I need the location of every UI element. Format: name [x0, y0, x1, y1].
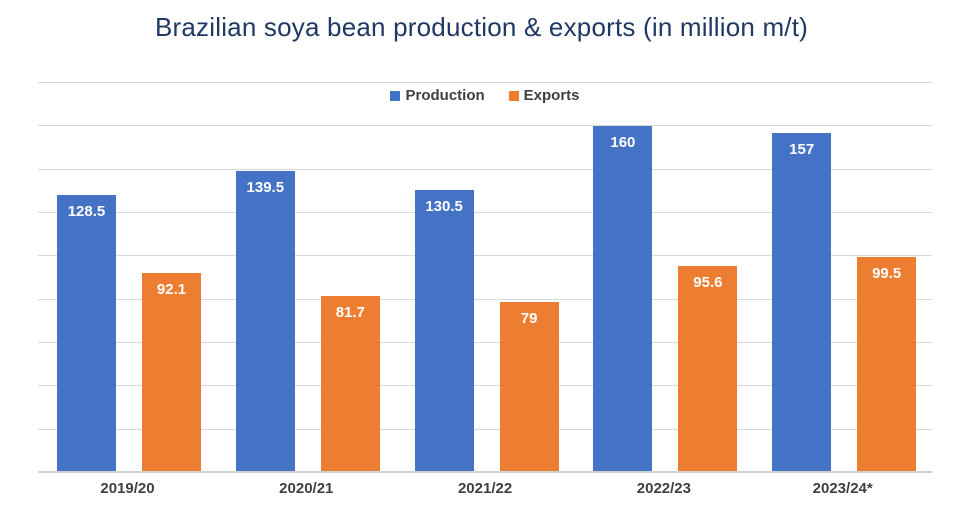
- bar-value-exports-2023-24: 99.5: [872, 265, 902, 283]
- bar-exports-2020-21: 81.7: [320, 295, 380, 473]
- legend-item-production: Production: [390, 87, 485, 104]
- gridline-120: [38, 212, 932, 214]
- x-axis-label-2021-22: 2021/22: [457, 480, 513, 497]
- bar-production-2019-20: 128.5: [57, 194, 116, 473]
- bar-production-2022-23: 160: [593, 126, 653, 473]
- bar-production-2023-24: 157: [772, 132, 832, 473]
- gridline-80: [38, 298, 932, 300]
- gridline-140: [38, 168, 932, 170]
- x-axis-label-2023-24: 2023/24*: [812, 480, 873, 497]
- bars-layer: 128.5 92.1 139.5 81.7 130.5 79 160 95.6 157 99.5: [38, 83, 932, 473]
- gridline-160: [38, 125, 932, 127]
- bar-value-exports-2020-21: 81.7: [335, 303, 365, 321]
- bar-value-production-2023-24: 157: [789, 140, 815, 158]
- legend-swatch-production: [390, 90, 401, 101]
- bar-exports-2021-22: 79: [499, 301, 559, 473]
- gridlines: [38, 82, 932, 473]
- legend-swatch-exports: [508, 90, 519, 101]
- legend-item-exports: Exports: [508, 87, 580, 104]
- bar-production-2020-21: 139.5: [235, 170, 295, 473]
- chart-title: Brazilian soya bean production & exports…: [154, 12, 809, 42]
- bar-value-production-2020-21: 139.5: [246, 178, 285, 196]
- gridline-60: [38, 342, 932, 344]
- gridline-20: [38, 428, 932, 430]
- x-axis-label-2019-20: 2019/20: [100, 480, 155, 497]
- x-axis-label-2020-21: 2020/21: [279, 480, 334, 497]
- bar-production-2021-22: 130.5: [414, 190, 474, 473]
- bar-value-production-2019-20: 128.5: [67, 202, 106, 220]
- x-axis-line: [38, 471, 932, 473]
- legend-label-production: Production: [405, 87, 485, 104]
- bar-value-exports-2021-22: 79: [520, 309, 538, 327]
- bar-value-production-2021-22: 130.5: [425, 198, 463, 216]
- bar-value-production-2022-23: 160: [610, 134, 636, 152]
- bar-value-exports-2022-23: 95.6: [693, 273, 723, 291]
- gridline-40: [38, 385, 932, 387]
- gridline-100: [38, 255, 932, 257]
- bar-exports-2019-20: 92.1: [142, 273, 201, 473]
- gridline-180: [38, 82, 932, 83]
- bar-exports-2023-24: 99.5: [857, 257, 917, 473]
- x-axis-labels: 2019/20 2020/21 2021/22 2022/23 2023/24*: [38, 473, 932, 505]
- bar-value-exports-2019-20: 92.1: [156, 281, 187, 299]
- plot-area: Production Exports 128.5 92.1 139.5 81.7 130.…: [38, 82, 932, 497]
- legend-label-exports: Exports: [523, 87, 580, 104]
- x-axis-label-2022-23: 2022/23: [636, 480, 691, 497]
- bar-exports-2022-23: 95.6: [678, 265, 738, 473]
- legend: Production Exports: [38, 87, 932, 104]
